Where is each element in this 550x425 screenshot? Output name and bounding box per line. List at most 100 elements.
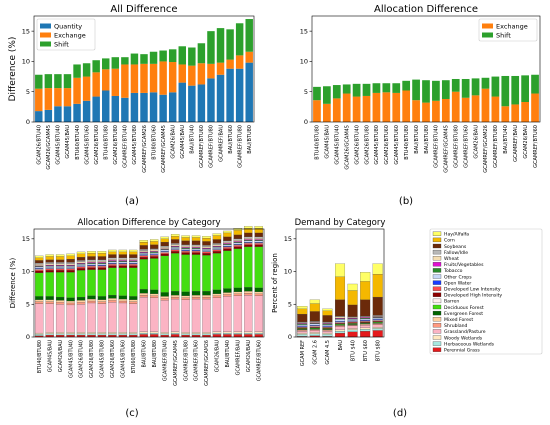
bar-segment (76, 251, 86, 254)
bar-segment (108, 259, 117, 261)
x-tick-label: GCAMREF/GCAM45 (161, 125, 167, 173)
bar-segment (362, 95, 371, 122)
bar-segment (244, 295, 253, 332)
bar-segment (160, 253, 169, 256)
bar-segment (347, 304, 358, 317)
bar-segment (233, 238, 243, 241)
bar-segment (160, 245, 169, 248)
bar-segment (129, 254, 138, 258)
bar-segment (139, 255, 148, 258)
bar-segment (170, 295, 180, 298)
bar-segment (309, 299, 320, 304)
bar-segment (150, 255, 159, 257)
bar-segment (392, 92, 401, 122)
x-tick-label: GCAM26/BAU (170, 125, 176, 159)
legend-box (429, 228, 543, 355)
bar-segment (181, 248, 190, 251)
bar-segment (181, 297, 190, 300)
legend-label: Quantity (54, 23, 82, 31)
y-axis-label: Percent of region (271, 253, 279, 313)
legend-label: Deciduous Forest (444, 305, 484, 311)
y-axis-label: Difference (%) (9, 258, 17, 309)
bar-segment (66, 333, 75, 336)
x-tick-label: GCAMREF/BAU (513, 125, 519, 162)
bar-segment (35, 262, 44, 265)
bar-segment (254, 240, 263, 241)
bar-segment (97, 262, 107, 264)
bar-segment (97, 260, 107, 263)
bar-segment (73, 77, 81, 104)
bar-segment (309, 323, 320, 326)
bar-segment (178, 64, 186, 83)
bar-segment (76, 266, 86, 268)
bar-segment (197, 84, 206, 122)
y-tick-label: 10 (22, 268, 30, 276)
bar-segment (216, 62, 225, 75)
bar-segment (322, 308, 333, 311)
x-tick-label: GCAM45/BTU40 (68, 340, 74, 378)
bar-segment (223, 241, 232, 244)
bar-segment (170, 243, 180, 245)
bar-segment (66, 332, 75, 334)
bar-segment (313, 100, 321, 122)
bar-segment (44, 88, 53, 110)
bar-segment (223, 294, 232, 297)
x-tick-label: BAU/BTU40 (225, 340, 231, 368)
bar-segment (97, 296, 107, 300)
bar-segment (76, 332, 86, 334)
bar-segment (129, 251, 138, 255)
bar-segment (233, 295, 243, 332)
x-tick-label: GCAMREF/BTU60 (199, 125, 205, 168)
y-tick-label: 5 (288, 300, 292, 308)
bar-segment (118, 261, 128, 264)
legend-label: Mixed Forest (444, 317, 473, 323)
bar-segment (372, 316, 383, 318)
legend-swatch (482, 23, 493, 29)
bar-segment (35, 268, 44, 270)
bar-segment (297, 327, 308, 329)
x-tick-label: GCAM45/BAU (325, 125, 331, 159)
legend-label: Tobacco (443, 268, 463, 274)
bar-segment (55, 296, 65, 301)
bar-segment (212, 249, 222, 252)
x-tick-label: BAU/BTU60 (141, 340, 147, 368)
x-tick-label: GCAM 4.5 (325, 340, 331, 365)
bar-segment (130, 53, 139, 65)
bar-segment (181, 333, 190, 336)
bar-segment (170, 334, 180, 338)
bar-segment (216, 28, 225, 63)
bar-segment (150, 332, 159, 335)
bar-segment (97, 253, 107, 257)
x-tick-label: GCAM26/BAU (58, 340, 64, 373)
bar-segment (372, 274, 383, 298)
bar-segment (97, 301, 107, 304)
bar-segment (55, 304, 65, 333)
legend-swatch (432, 268, 442, 273)
bar-segment (118, 264, 128, 266)
bar-segment (352, 96, 361, 122)
bar-segment (244, 244, 253, 247)
bar-segment (412, 79, 420, 101)
bar-segment (168, 49, 177, 63)
bar-segment (118, 332, 128, 334)
plot-frame (295, 228, 385, 338)
legend-label: Soybeans (444, 244, 467, 250)
legend-label: Barren (444, 299, 459, 305)
bar-segment (140, 54, 148, 64)
bar-segment (130, 64, 139, 93)
legend-label: Herbaceous Wetlands (444, 341, 495, 347)
bar-segment (97, 269, 107, 297)
bar-segment (87, 333, 96, 336)
x-tick-label: GCAM26/BTU40 (79, 340, 85, 378)
bar-segment (45, 262, 54, 264)
bar-segment (139, 334, 148, 338)
bar-segment (322, 323, 333, 325)
bar-segment (254, 226, 263, 229)
bar-segment (309, 303, 320, 312)
bar-segment (332, 85, 341, 99)
chart-title: Allocation Difference by Category (77, 218, 220, 228)
bar-segment (129, 267, 138, 297)
x-tick-label: GCAM45/BTU60 (121, 340, 127, 378)
bar-segment (372, 296, 383, 316)
legend-swatch (432, 347, 442, 352)
